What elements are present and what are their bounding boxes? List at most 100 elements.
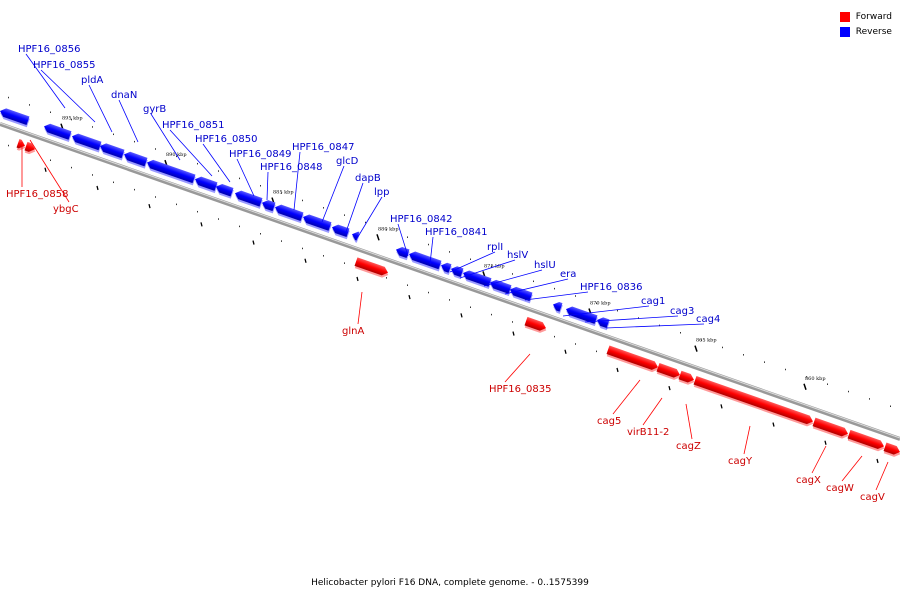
major-tick — [720, 404, 723, 409]
gene-label-cagy[interactable]: cagY — [728, 456, 753, 467]
gene-hpf16-0841[interactable] — [407, 250, 443, 272]
minor-tick — [323, 255, 324, 257]
minor-tick — [365, 221, 366, 224]
gene-label-ybgc[interactable]: ybgC — [53, 204, 79, 215]
gene-hpf16-0849[interactable] — [233, 189, 264, 209]
gene-label-era[interactable]: era — [560, 269, 576, 280]
gene-ybgc[interactable] — [24, 141, 38, 156]
gene-label-dapb[interactable]: dapB — [355, 173, 381, 184]
gene-label-hpf16-0856[interactable]: HPF16_0856 — [18, 44, 80, 55]
minor-tick — [638, 317, 639, 319]
minor-tick — [92, 174, 93, 176]
minor-tick — [785, 368, 786, 371]
callout-line — [150, 113, 181, 161]
minor-tick — [491, 265, 492, 268]
gene-hpf16-0847[interactable] — [273, 203, 305, 224]
gene-cagy[interactable] — [693, 376, 816, 428]
gene-cagv[interactable] — [883, 442, 900, 459]
gene-label-cag5[interactable]: cag5 — [597, 416, 621, 427]
gene-label-hslv[interactable]: hslV — [507, 250, 528, 261]
legend-forward-label: Forward — [855, 11, 892, 22]
genome-axis — [0, 122, 900, 441]
minor-tick — [113, 133, 114, 136]
gene-virb11-2[interactable] — [656, 363, 683, 381]
minor-tick — [554, 335, 555, 338]
minor-tick — [197, 210, 198, 213]
gene-label-hpf16-0858[interactable]: HPF16_0858 — [6, 189, 68, 200]
minor-tick — [8, 144, 9, 147]
minor-tick — [239, 225, 240, 228]
gene-hpf16-0848[interactable] — [260, 198, 277, 214]
gene-label-glna[interactable]: glnA — [342, 326, 364, 337]
gene-hpf16-0858[interactable] — [16, 139, 28, 152]
gene-label-cagz[interactable]: cagZ — [676, 441, 701, 452]
gene-label-cagw[interactable]: cagW — [826, 483, 854, 494]
minor-tick — [743, 354, 744, 356]
gene-cagz[interactable] — [678, 370, 697, 387]
minor-tick — [71, 118, 72, 121]
gene-label-virb11-2[interactable]: virB11-2 — [627, 427, 669, 438]
gene-label-cagx[interactable]: cagX — [796, 475, 821, 486]
gene-hpf16-0856[interactable] — [42, 122, 73, 142]
gene-label-rpli[interactable]: rplI — [487, 242, 503, 253]
gene-lpp[interactable] — [350, 230, 361, 243]
gene-body — [275, 204, 304, 221]
gene-cagw[interactable] — [847, 429, 887, 453]
minor-tick — [680, 332, 681, 334]
major-tick — [148, 203, 151, 209]
gene-label-hpf16-0836[interactable]: HPF16_0836 — [580, 282, 642, 293]
gene-label-cagv[interactable]: cagV — [860, 492, 885, 503]
gene-label-hpf16-0849[interactable]: HPF16_0849 — [229, 149, 291, 160]
minor-tick — [29, 104, 30, 106]
gene-body — [606, 345, 658, 370]
gene-label-glcd[interactable]: glcD — [336, 156, 359, 167]
minor-tick — [218, 218, 219, 220]
gene-label-lpp[interactable]: lpp — [374, 187, 389, 198]
gene-cag5[interactable] — [606, 345, 661, 374]
gene-label-gyrb[interactable]: gyrB — [143, 104, 166, 115]
gene-label-hpf16-0850[interactable]: HPF16_0850 — [195, 134, 257, 145]
gene-label-plda[interactable]: pldA — [81, 75, 103, 86]
gene-label-hpf16-0835[interactable]: HPF16_0835 — [489, 384, 551, 395]
minor-tick — [197, 162, 198, 165]
gene-label-hslu[interactable]: hslU — [534, 260, 556, 271]
gene-cagx[interactable] — [812, 417, 851, 441]
gene-body — [262, 200, 276, 212]
gene-dapb[interactable] — [330, 223, 351, 240]
gene-hpf16-0835[interactable] — [524, 316, 549, 335]
gene-dnan[interactable] — [122, 150, 149, 169]
callout-line — [202, 143, 231, 183]
gene-label-hpf16-0847[interactable]: HPF16_0847 — [292, 142, 354, 153]
major-tick — [512, 331, 515, 336]
gene-hpf16-0855[interactable] — [70, 132, 103, 153]
gene-label-cag1[interactable]: cag1 — [641, 296, 665, 307]
gene-gyrb[interactable] — [145, 158, 197, 186]
gene-era[interactable] — [488, 278, 513, 296]
gene-label-hpf16-0851[interactable]: HPF16_0851 — [162, 120, 224, 131]
gene-label-cag4[interactable]: cag4 — [696, 314, 720, 325]
gene--upstream[interactable] — [0, 107, 30, 128]
gene-hslv[interactable] — [449, 265, 465, 280]
gene-body — [354, 257, 389, 276]
gene-glcd[interactable] — [301, 213, 333, 233]
callout-line — [605, 323, 705, 329]
gene-label-dnan[interactable]: dnaN — [111, 90, 137, 101]
gene-label-hpf16-0848[interactable]: HPF16_0848 — [260, 162, 322, 173]
gene-rpli[interactable] — [439, 261, 453, 275]
gene-label-hpf16-0855[interactable]: HPF16_0855 — [33, 60, 95, 71]
gene-body — [566, 306, 598, 324]
gene-hpf16-0851[interactable] — [193, 175, 219, 194]
minor-tick — [344, 214, 345, 216]
gene-label-hpf16-0841[interactable]: HPF16_0841 — [425, 227, 487, 238]
gene-hpf16-0850[interactable] — [214, 182, 235, 199]
gene-hpf16-0842[interactable] — [394, 245, 411, 261]
gene-label-cag3[interactable]: cag3 — [670, 306, 694, 317]
gene-body — [451, 266, 464, 277]
callout-line — [685, 403, 693, 440]
minor-tick — [428, 243, 429, 246]
gene-glna[interactable] — [354, 257, 391, 279]
gene-label-hpf16-0842[interactable]: HPF16_0842 — [390, 214, 452, 225]
gene-plda[interactable] — [98, 142, 126, 161]
callout-line — [449, 251, 496, 273]
gene-cag1[interactable] — [551, 300, 564, 314]
